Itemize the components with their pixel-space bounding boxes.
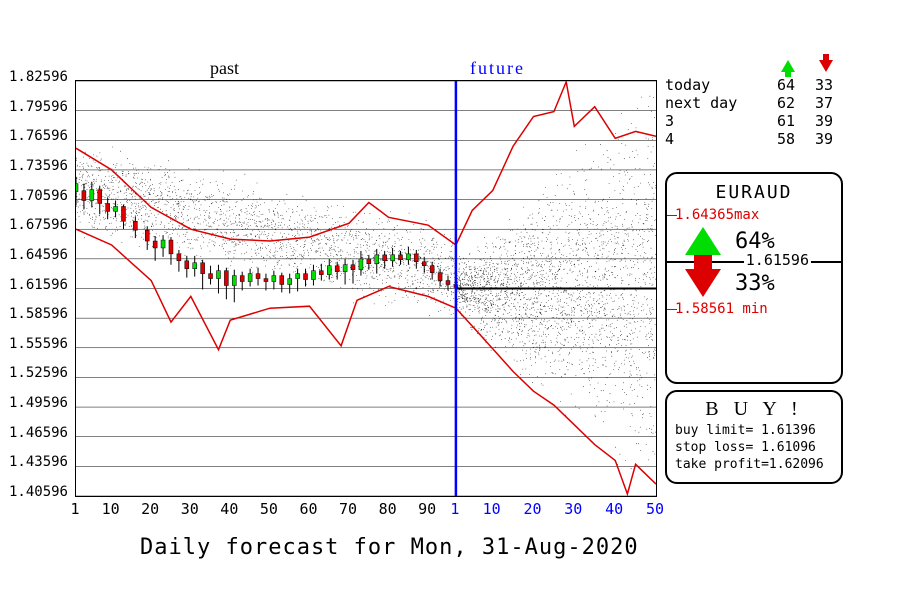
buy-limit: buy limit= 1.61396 bbox=[675, 423, 833, 438]
x-tick-label-past: 20 bbox=[135, 500, 165, 518]
y-tick-label: 1.58596 bbox=[8, 306, 68, 322]
y-tick-label: 1.79596 bbox=[8, 99, 68, 115]
chart-title: Daily forecast for Mon, 31-Aug-2020 bbox=[140, 535, 639, 560]
min-label: 1.58561 min bbox=[675, 301, 833, 317]
up-pct: 64% bbox=[735, 229, 775, 254]
y-tick-label: 1.61596 bbox=[8, 277, 68, 293]
main-chart bbox=[75, 80, 657, 497]
x-tick-label-past: 40 bbox=[214, 500, 244, 518]
stats-table: today 64 33next day 62 373 61 394 58 39 bbox=[665, 58, 833, 148]
down-pct: 33% bbox=[735, 271, 775, 296]
y-tick-label: 1.52596 bbox=[8, 365, 68, 381]
y-tick-label: 1.76596 bbox=[8, 128, 68, 144]
stats-up: 58 bbox=[757, 130, 795, 148]
stats-row: 4 58 39 bbox=[665, 130, 833, 148]
stats-label: 3 bbox=[665, 112, 757, 130]
x-tick-label-future: 40 bbox=[599, 500, 629, 518]
x-tick-label-future: 10 bbox=[477, 500, 507, 518]
x-tick-label-future: 50 bbox=[640, 500, 670, 518]
signal-box: B U Y ! buy limit= 1.61396 stop loss= 1.… bbox=[665, 390, 843, 484]
x-tick-label-past: 80 bbox=[373, 500, 403, 518]
take-profit: take profit=1.62096 bbox=[675, 457, 833, 472]
stop-loss: stop loss= 1.61096 bbox=[675, 440, 833, 455]
stats-label: today bbox=[665, 76, 757, 94]
y-tick-label: 1.49596 bbox=[8, 395, 68, 411]
max-label: 1.64365max bbox=[675, 207, 833, 223]
x-tick-label-past: 50 bbox=[254, 500, 284, 518]
x-tick-label-future: 1 bbox=[440, 500, 470, 518]
stats-label: next day bbox=[665, 94, 757, 112]
x-tick-label-past: 10 bbox=[96, 500, 126, 518]
future-label: future bbox=[470, 58, 525, 79]
x-tick-label-future: 20 bbox=[517, 500, 547, 518]
x-tick-label-past: 90 bbox=[412, 500, 442, 518]
y-tick-label: 1.43596 bbox=[8, 454, 68, 470]
pair-info-box: EURAUD 1.64365max 64% 1.61596 33% 1.5856… bbox=[665, 172, 843, 384]
up-arrow-icon bbox=[781, 60, 795, 72]
y-tick-label: 1.73596 bbox=[8, 158, 68, 174]
x-tick-label-past: 60 bbox=[293, 500, 323, 518]
current-value: 1.61596 bbox=[744, 251, 811, 269]
y-tick-label: 1.64596 bbox=[8, 247, 68, 263]
stats-down: 33 bbox=[795, 76, 833, 94]
signal-title: B U Y ! bbox=[675, 398, 833, 421]
stats-row: today 64 33 bbox=[665, 76, 833, 94]
stats-up: 61 bbox=[757, 112, 795, 130]
x-tick-label-past: 1 bbox=[60, 500, 90, 518]
x-tick-label-future: 30 bbox=[558, 500, 588, 518]
stats-down: 37 bbox=[795, 94, 833, 112]
stats-down: 39 bbox=[795, 130, 833, 148]
past-label: past bbox=[210, 58, 239, 79]
x-tick-label-past: 70 bbox=[333, 500, 363, 518]
y-tick-label: 1.46596 bbox=[8, 425, 68, 441]
y-tick-label: 1.55596 bbox=[8, 336, 68, 352]
down-arrow-icon bbox=[819, 60, 833, 72]
x-tick-label-past: 30 bbox=[175, 500, 205, 518]
pair-name: EURAUD bbox=[675, 182, 833, 203]
stats-row: next day 62 37 bbox=[665, 94, 833, 112]
y-tick-label: 1.70596 bbox=[8, 188, 68, 204]
stats-up: 62 bbox=[757, 94, 795, 112]
y-tick-label: 1.82596 bbox=[8, 69, 68, 85]
stats-down: 39 bbox=[795, 112, 833, 130]
y-tick-label: 1.40596 bbox=[8, 484, 68, 500]
y-tick-label: 1.67596 bbox=[8, 217, 68, 233]
stats-up: 64 bbox=[757, 76, 795, 94]
big-up-arrow-icon bbox=[685, 227, 721, 255]
big-down-arrow-icon bbox=[685, 269, 721, 297]
stats-label: 4 bbox=[665, 130, 757, 148]
stats-row: 3 61 39 bbox=[665, 112, 833, 130]
chart-svg bbox=[76, 81, 656, 496]
